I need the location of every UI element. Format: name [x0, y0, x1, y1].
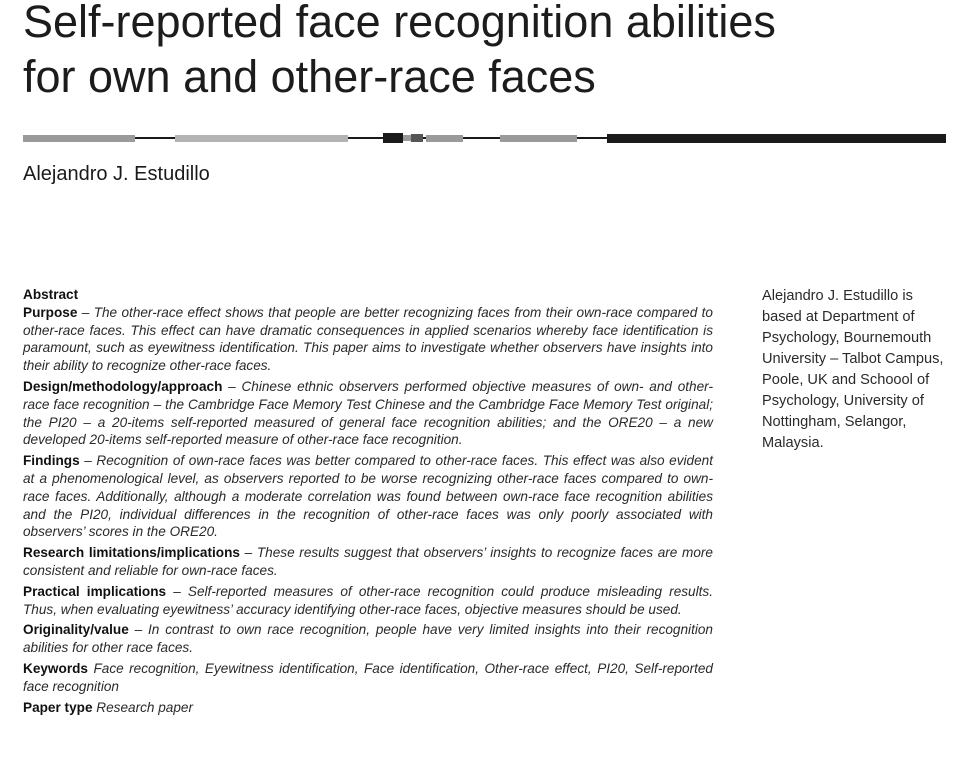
author-bio: Alejandro J. Estudillo is based at Depar… [762, 288, 944, 451]
abstract-section-paper-type: Paper type Research paper [23, 699, 713, 717]
section-label: Keywords [23, 660, 88, 676]
decorative-rule [23, 130, 946, 144]
author-name: Alejandro J. Estudillo [23, 163, 210, 185]
section-separator: – [79, 453, 97, 469]
section-label: Paper type [23, 699, 93, 715]
section-text: Research paper [96, 699, 194, 715]
section-text: The other-race effect shows that people … [23, 304, 713, 374]
abstract-section-keywords: Keywords Face recognition, Eyewitness id… [23, 660, 713, 696]
title-line-2: for own and other-race faces [23, 51, 596, 102]
abstract-heading: Abstract [23, 287, 79, 302]
section-label: Practical implications [23, 583, 167, 599]
section-text: Self-reported measures of other-race rec… [23, 583, 713, 617]
section-text: Recognition of own-race faces was better… [23, 453, 713, 540]
section-text: Chinese ethnic observers performed objec… [23, 378, 713, 448]
title-line-1: Self-reported face recognition abilities [23, 0, 776, 47]
section-separator: – [239, 545, 257, 561]
abstract: Abstract Purpose – The other-race effect… [23, 286, 713, 719]
section-separator: – [77, 304, 94, 320]
article-title: Self-reported face recognition abilities… [23, 0, 953, 104]
section-text: These results suggest that observers’ in… [23, 545, 713, 578]
abstract-section-practical-implications: Practical implications – Self-reported m… [23, 583, 713, 619]
section-text: In contrast to own race recognition, peo… [23, 622, 713, 656]
section-label: Research limitations/implications [23, 545, 240, 561]
section-label: Purpose [23, 304, 78, 320]
section-label: Design/methodology/approach [23, 378, 223, 394]
abstract-section-purpose: Purpose – The other-race effect shows th… [23, 304, 713, 375]
abstract-section-design-methodology-approach: Design/methodology/approach – Chinese et… [23, 378, 713, 449]
section-text: Face recognition, Eyewitness identificat… [23, 660, 713, 694]
section-separator: – [166, 583, 188, 599]
abstract-section-originality-value: Originality/value – In contrast to own r… [23, 621, 713, 657]
section-label: Originality/value [23, 622, 129, 638]
abstract-section-research-limitations-implications: Research limitations/implications – Thes… [23, 544, 713, 580]
section-label: Findings [23, 453, 80, 469]
abstract-section-findings: Findings – Recognition of own-race faces… [23, 452, 713, 541]
section-separator: – [128, 622, 149, 638]
section-separator: – [222, 378, 242, 394]
abstract-sections: Purpose – The other-race effect shows th… [23, 304, 713, 717]
